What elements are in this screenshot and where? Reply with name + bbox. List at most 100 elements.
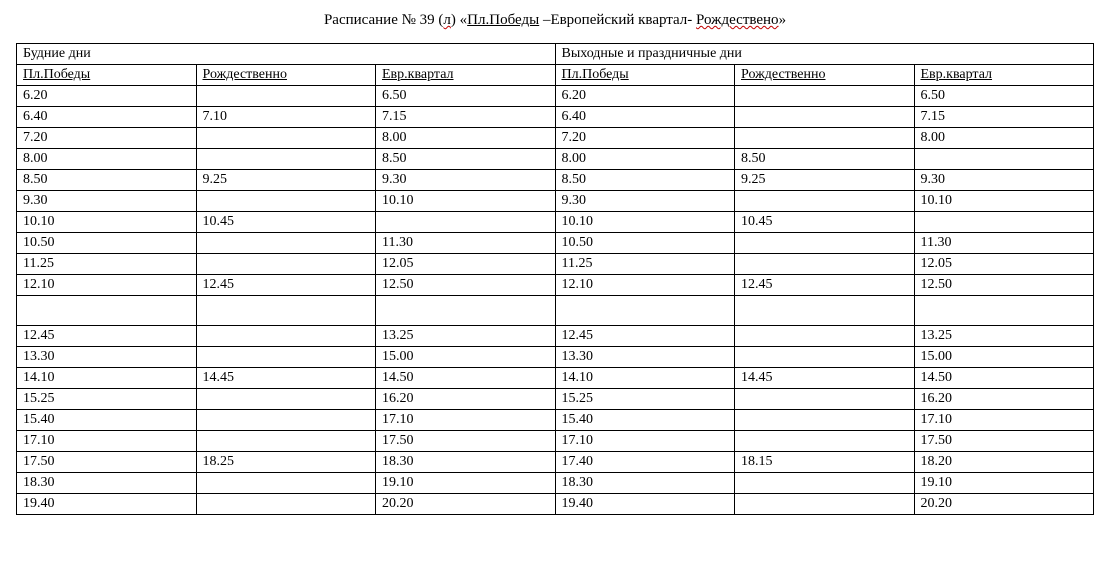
cell xyxy=(555,296,735,326)
cell: 6.20 xyxy=(17,86,197,107)
cell: 12.45 xyxy=(17,326,197,347)
cell xyxy=(735,494,915,515)
cell: 17.40 xyxy=(555,452,735,473)
cell: 8.00 xyxy=(376,128,556,149)
cell: 8.50 xyxy=(376,149,556,170)
cell: 17.50 xyxy=(376,431,556,452)
cell: 10.50 xyxy=(17,233,197,254)
cell: 11.25 xyxy=(17,254,197,275)
cell: 15.40 xyxy=(17,410,197,431)
cell: 6.20 xyxy=(555,86,735,107)
cell: 10.45 xyxy=(735,212,915,233)
table-row: 8.509.259.308.509.259.30 xyxy=(17,170,1094,191)
page-title: Расписание № 39 (л) «Пл.Победы –Европейс… xyxy=(16,12,1094,29)
cell: 9.25 xyxy=(196,170,376,191)
cell: 8.00 xyxy=(914,128,1094,149)
cell xyxy=(735,389,915,410)
cell: 14.10 xyxy=(17,368,197,389)
cell: 18.30 xyxy=(17,473,197,494)
cell xyxy=(196,191,376,212)
cell xyxy=(914,212,1094,233)
cell: 14.45 xyxy=(735,368,915,389)
cell: 7.20 xyxy=(555,128,735,149)
table-row: 12.1012.4512.5012.1012.4512.50 xyxy=(17,275,1094,296)
cell: 17.10 xyxy=(555,431,735,452)
cell: 9.30 xyxy=(555,191,735,212)
cell xyxy=(196,254,376,275)
table-row: 11.2512.0511.2512.05 xyxy=(17,254,1094,275)
cell: 8.00 xyxy=(17,149,197,170)
cell xyxy=(735,473,915,494)
cell: 18.25 xyxy=(196,452,376,473)
cell: 11.25 xyxy=(555,254,735,275)
cell: 10.10 xyxy=(555,212,735,233)
cell: 10.45 xyxy=(196,212,376,233)
cell: 9.30 xyxy=(17,191,197,212)
cell: 15.00 xyxy=(914,347,1094,368)
cell: 17.10 xyxy=(17,431,197,452)
cell: 12.50 xyxy=(376,275,556,296)
title-prefix: Расписание № 39 ( xyxy=(324,12,443,28)
cell: 10.10 xyxy=(17,212,197,233)
cell: 12.45 xyxy=(196,275,376,296)
cell xyxy=(17,296,197,326)
cell: 11.30 xyxy=(376,233,556,254)
cell: 14.50 xyxy=(376,368,556,389)
cell: 7.20 xyxy=(17,128,197,149)
cell: 17.50 xyxy=(914,431,1094,452)
cell: 18.30 xyxy=(376,452,556,473)
section-weekday: Будние дни xyxy=(17,44,556,65)
cell xyxy=(735,107,915,128)
cell: 8.50 xyxy=(555,170,735,191)
cell: 10.10 xyxy=(914,191,1094,212)
cell xyxy=(735,326,915,347)
cell xyxy=(196,473,376,494)
table-row: 7.208.007.208.00 xyxy=(17,128,1094,149)
table-row: 19.4020.2019.4020.20 xyxy=(17,494,1094,515)
cell xyxy=(914,296,1094,326)
cell xyxy=(196,347,376,368)
cell: 15.25 xyxy=(555,389,735,410)
cell: 10.50 xyxy=(555,233,735,254)
cell: 19.40 xyxy=(17,494,197,515)
table-row: 6.407.107.156.407.15 xyxy=(17,107,1094,128)
table-row: 12.4513.2512.4513.25 xyxy=(17,326,1094,347)
cell: 14.10 xyxy=(555,368,735,389)
cell: 12.45 xyxy=(555,326,735,347)
cell: 16.20 xyxy=(914,389,1094,410)
cell xyxy=(196,233,376,254)
table-row: 15.2516.2015.2516.20 xyxy=(17,389,1094,410)
cell: 12.45 xyxy=(735,275,915,296)
cell xyxy=(376,212,556,233)
cell: 6.40 xyxy=(555,107,735,128)
cell: 18.15 xyxy=(735,452,915,473)
cell: 14.45 xyxy=(196,368,376,389)
table-row: 15.4017.1015.4017.10 xyxy=(17,410,1094,431)
cell xyxy=(196,326,376,347)
cell: 12.50 xyxy=(914,275,1094,296)
cell: 6.50 xyxy=(914,86,1094,107)
cell: 13.25 xyxy=(376,326,556,347)
title-suffix: » xyxy=(779,12,787,28)
table-row: 10.1010.4510.1010.45 xyxy=(17,212,1094,233)
column-header: Евр.квартал xyxy=(376,65,556,86)
cell xyxy=(735,191,915,212)
cell: 17.10 xyxy=(914,410,1094,431)
cell: 6.40 xyxy=(17,107,197,128)
title-underline-1: Пл.Победы xyxy=(467,12,539,28)
cell xyxy=(196,149,376,170)
title-mid-1: ) « xyxy=(451,12,467,28)
cell xyxy=(735,410,915,431)
cell: 15.25 xyxy=(17,389,197,410)
cell: 7.10 xyxy=(196,107,376,128)
cell: 17.10 xyxy=(376,410,556,431)
cell: 19.10 xyxy=(914,473,1094,494)
cell xyxy=(196,296,376,326)
cell xyxy=(914,149,1094,170)
column-header: Пл.Победы xyxy=(555,65,735,86)
cell: 9.30 xyxy=(914,170,1094,191)
cell xyxy=(735,233,915,254)
cell: 15.00 xyxy=(376,347,556,368)
cell: 13.30 xyxy=(555,347,735,368)
table-row: 10.5011.3010.5011.30 xyxy=(17,233,1094,254)
